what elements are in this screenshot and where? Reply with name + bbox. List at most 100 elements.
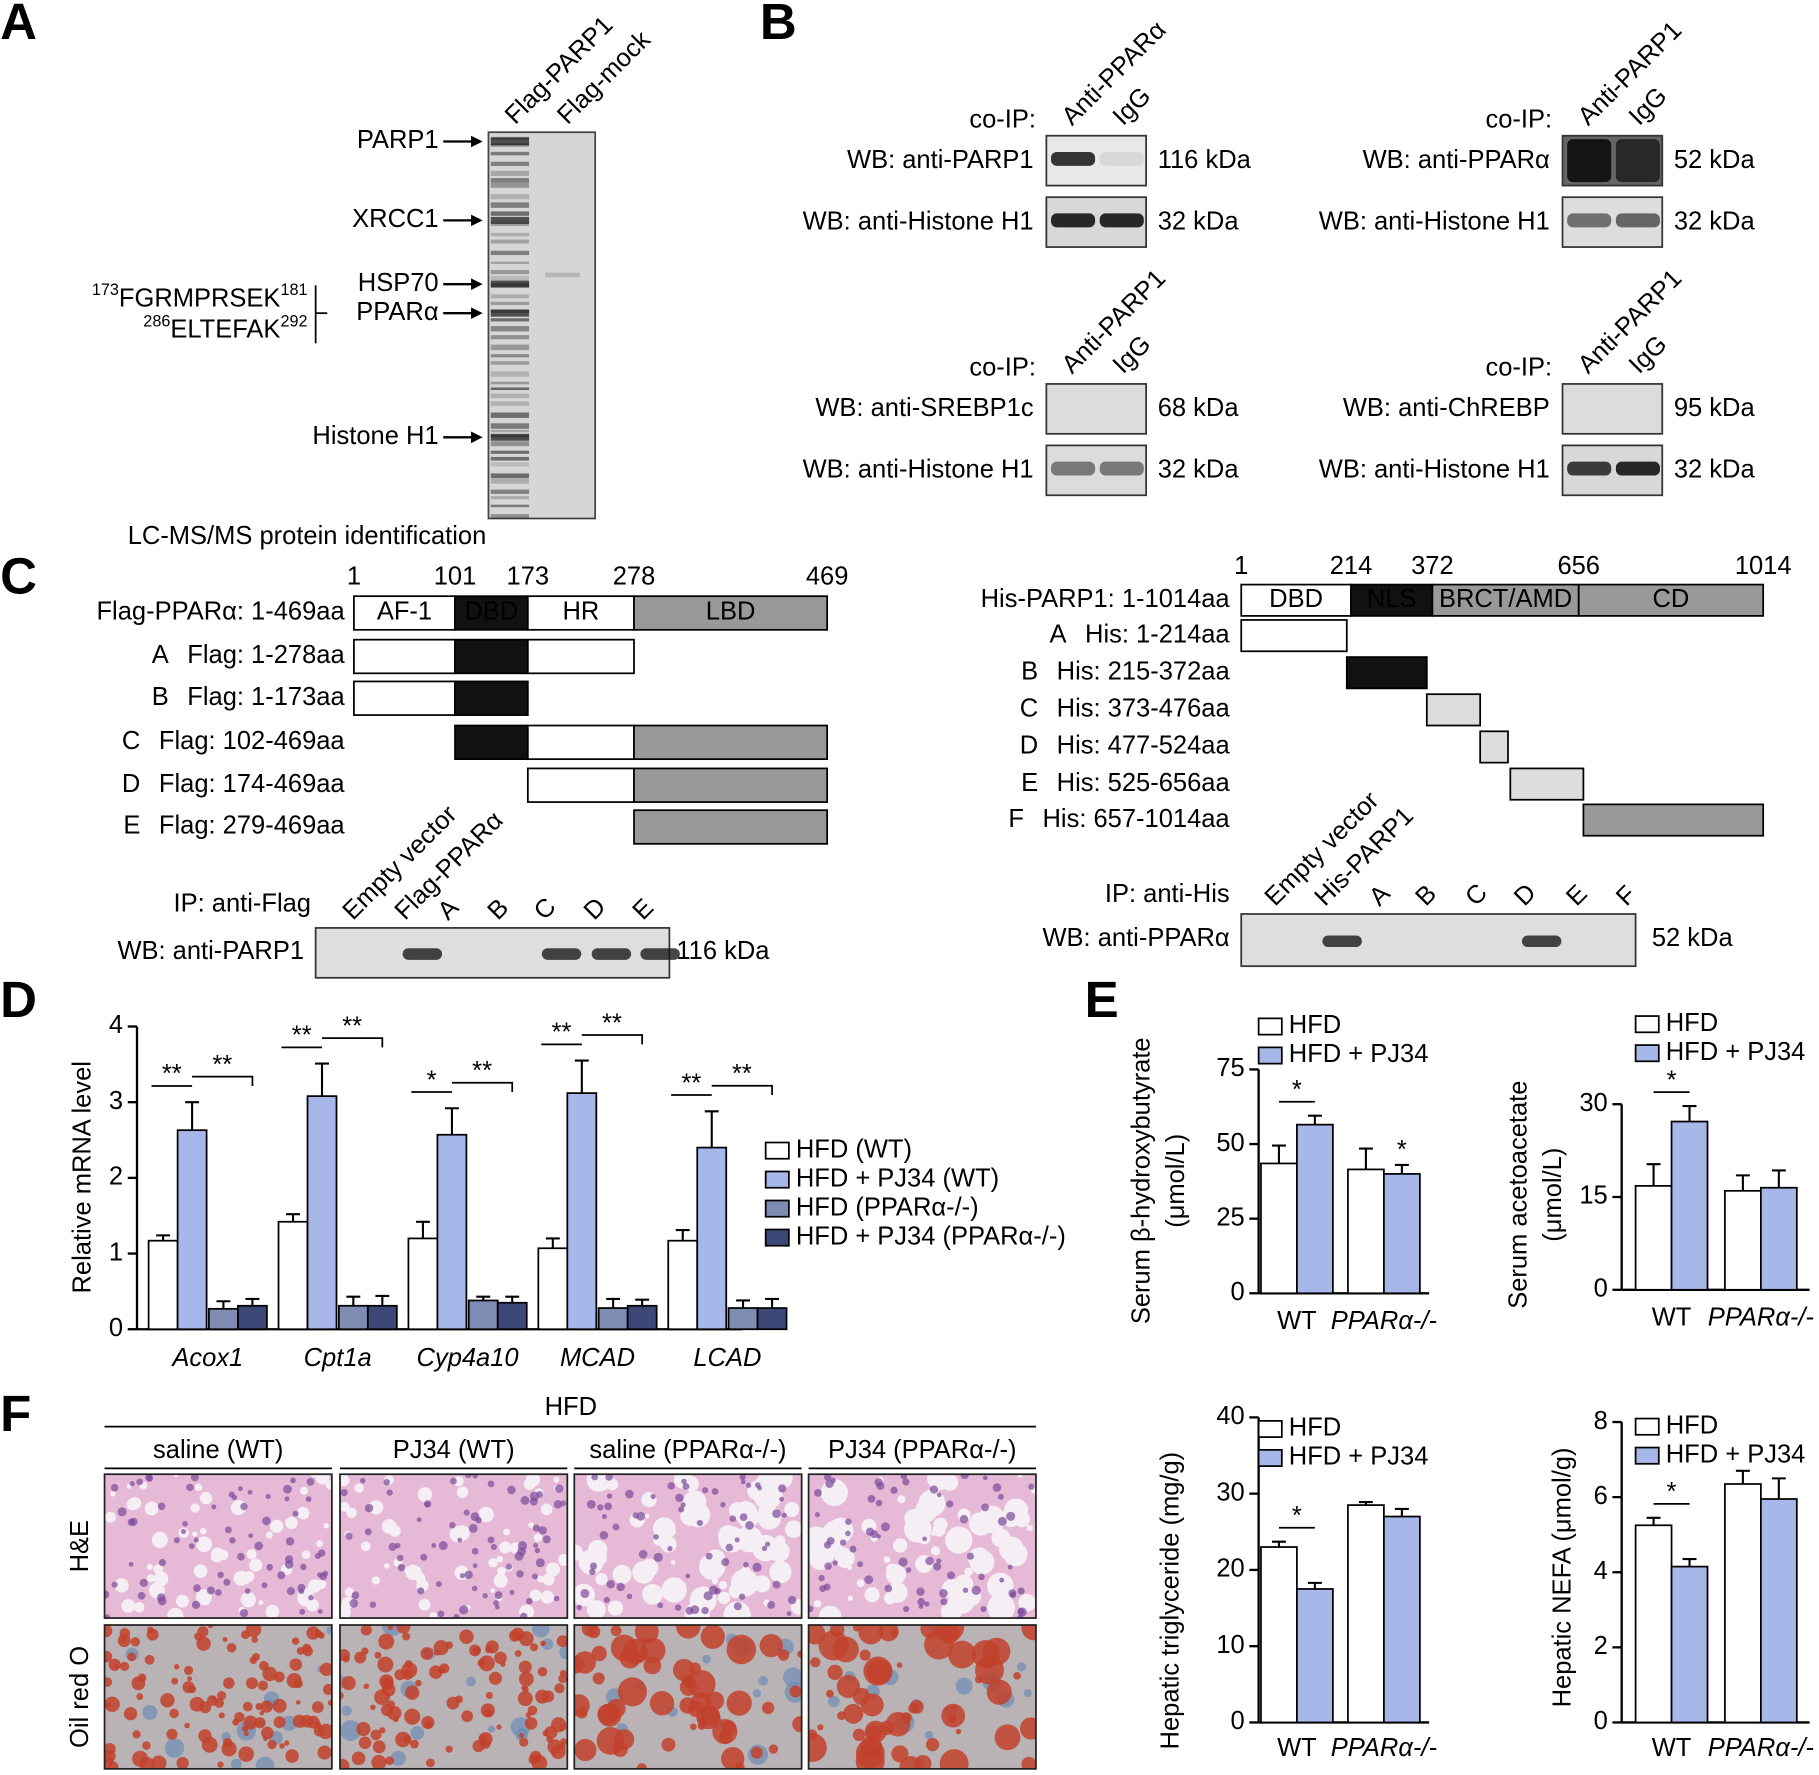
error-bar bbox=[346, 1295, 361, 1306]
bar bbox=[1383, 1173, 1421, 1295]
position-label: 469 bbox=[806, 562, 849, 590]
vacuole bbox=[660, 1536, 677, 1553]
micrograph bbox=[339, 1625, 568, 1769]
map-name: Flag-PPARα: 1-469aa bbox=[96, 598, 345, 626]
nucleus bbox=[532, 1524, 541, 1532]
lipid-droplet bbox=[485, 1691, 493, 1700]
nucleus bbox=[223, 1578, 231, 1586]
error-bar bbox=[1682, 1558, 1697, 1567]
blot-band bbox=[1567, 139, 1612, 183]
vacuole bbox=[747, 1480, 767, 1501]
nucleus bbox=[284, 1560, 294, 1569]
nucleus bbox=[457, 1537, 463, 1543]
y-tick-label: 0 bbox=[1594, 1707, 1608, 1735]
nucleus bbox=[247, 1489, 253, 1495]
vacuole bbox=[339, 1501, 350, 1512]
lipid-droplet bbox=[810, 1657, 821, 1668]
vacuole bbox=[683, 1490, 707, 1514]
vacuole bbox=[269, 1519, 284, 1534]
construct-id: E bbox=[1021, 769, 1038, 797]
error-bar bbox=[1394, 1163, 1409, 1174]
nucleus bbox=[470, 1512, 480, 1522]
stain-blue bbox=[488, 1725, 496, 1733]
bar bbox=[597, 1307, 629, 1331]
lipid-droplet bbox=[216, 1690, 227, 1701]
nucleus bbox=[685, 1606, 694, 1615]
antibody-label: WB: anti-Histone H1 bbox=[1319, 207, 1550, 235]
micrograph bbox=[808, 1625, 1036, 1769]
gel-band bbox=[490, 344, 530, 351]
nucleus bbox=[507, 1485, 516, 1495]
band-label: XRCC1 bbox=[352, 205, 438, 233]
size-label: 116 kDa bbox=[676, 937, 770, 965]
domain bbox=[526, 595, 635, 631]
band-label: Histone H1 bbox=[312, 422, 438, 450]
vacuole bbox=[946, 1606, 960, 1619]
lipid-droplet bbox=[829, 1625, 845, 1637]
construct-id: A bbox=[1049, 620, 1066, 648]
nucleus bbox=[966, 1552, 974, 1560]
vacuole bbox=[813, 1599, 822, 1608]
vacuole bbox=[490, 1588, 495, 1593]
blot-band bbox=[1567, 461, 1612, 476]
nucleus bbox=[464, 1570, 473, 1580]
gel-band bbox=[490, 371, 530, 377]
position-label: 656 bbox=[1557, 552, 1600, 580]
gel-band bbox=[490, 301, 530, 306]
nucleus bbox=[606, 1580, 615, 1589]
peptide-end: 181 bbox=[280, 281, 307, 299]
lipid-droplet bbox=[858, 1625, 884, 1645]
stain-blue bbox=[341, 1705, 352, 1716]
row-label: Oil red O bbox=[66, 1646, 94, 1748]
nucleus bbox=[814, 1488, 822, 1497]
significance: * bbox=[1397, 1136, 1407, 1164]
nucleus bbox=[206, 1586, 215, 1595]
blot-band bbox=[591, 948, 632, 960]
lipid-droplet bbox=[514, 1650, 522, 1657]
vacuole bbox=[265, 1531, 273, 1539]
vacuole bbox=[368, 1500, 384, 1515]
gel-band bbox=[490, 456, 530, 461]
vacuole bbox=[642, 1583, 663, 1605]
vacuole bbox=[661, 1577, 687, 1603]
lipid-droplet bbox=[257, 1680, 268, 1691]
vacuole bbox=[523, 1478, 536, 1491]
lipid-droplet bbox=[726, 1690, 752, 1716]
vacuole bbox=[258, 1600, 264, 1606]
lipid-droplet bbox=[166, 1728, 178, 1740]
lipid-droplet bbox=[273, 1716, 286, 1729]
panel-letter: B bbox=[760, 0, 797, 50]
lipid-droplet bbox=[530, 1643, 539, 1652]
vacuole bbox=[835, 1548, 855, 1568]
vacuole bbox=[104, 1511, 116, 1523]
vacuole bbox=[553, 1476, 560, 1483]
nucleus bbox=[505, 1563, 513, 1570]
coip-label: co-IP: bbox=[1485, 105, 1552, 133]
gel-band bbox=[490, 216, 530, 224]
nucleus bbox=[553, 1500, 563, 1509]
domain-label: BRCT/AMD bbox=[1439, 585, 1572, 613]
lipid-droplet bbox=[296, 1646, 305, 1655]
lipid-droplet bbox=[826, 1689, 834, 1698]
vacuole bbox=[595, 1572, 608, 1586]
nucleus bbox=[743, 1561, 749, 1568]
lipid-droplet bbox=[313, 1725, 325, 1737]
gel-band bbox=[490, 462, 530, 467]
nucleus bbox=[757, 1485, 762, 1491]
gel-band bbox=[490, 412, 530, 418]
nucleus bbox=[386, 1489, 393, 1496]
legend-swatch bbox=[1634, 1015, 1660, 1034]
nucleus bbox=[423, 1500, 432, 1508]
lipid-droplet bbox=[606, 1698, 626, 1719]
lipid-droplet bbox=[519, 1737, 529, 1747]
gel-band bbox=[490, 250, 530, 256]
vacuole bbox=[968, 1547, 991, 1570]
nucleus bbox=[111, 1581, 118, 1588]
lipid-droplet bbox=[527, 1705, 538, 1716]
legend-swatch bbox=[764, 1199, 790, 1218]
nucleus bbox=[997, 1516, 1007, 1526]
gel-band bbox=[490, 270, 530, 275]
lipid-droplet bbox=[242, 1701, 253, 1712]
lipid-droplet bbox=[494, 1651, 507, 1665]
lipid-droplet bbox=[249, 1656, 258, 1664]
